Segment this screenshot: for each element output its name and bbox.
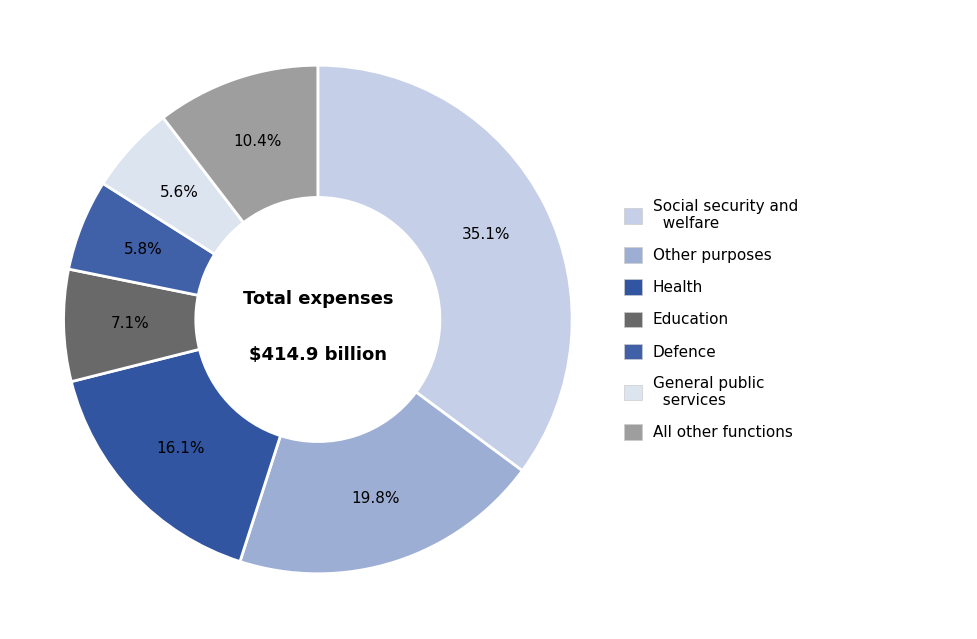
Text: Total expenses: Total expenses (242, 290, 393, 308)
Wedge shape (64, 269, 199, 381)
Wedge shape (71, 350, 280, 562)
Text: $414.9 billion: $414.9 billion (248, 346, 387, 364)
Legend: Social security and
  welfare, Other purposes, Health, Education, Defence, Gener: Social security and welfare, Other purpo… (623, 199, 797, 440)
Text: 10.4%: 10.4% (233, 134, 281, 149)
Text: 5.8%: 5.8% (124, 242, 162, 257)
Wedge shape (318, 65, 572, 471)
Wedge shape (103, 118, 243, 254)
Text: 5.6%: 5.6% (159, 185, 198, 200)
Wedge shape (68, 183, 215, 295)
Text: 16.1%: 16.1% (156, 441, 204, 456)
Text: 35.1%: 35.1% (461, 227, 510, 242)
Wedge shape (163, 65, 318, 222)
Wedge shape (239, 392, 522, 574)
Text: 7.1%: 7.1% (110, 316, 149, 332)
Text: 19.8%: 19.8% (351, 491, 400, 506)
